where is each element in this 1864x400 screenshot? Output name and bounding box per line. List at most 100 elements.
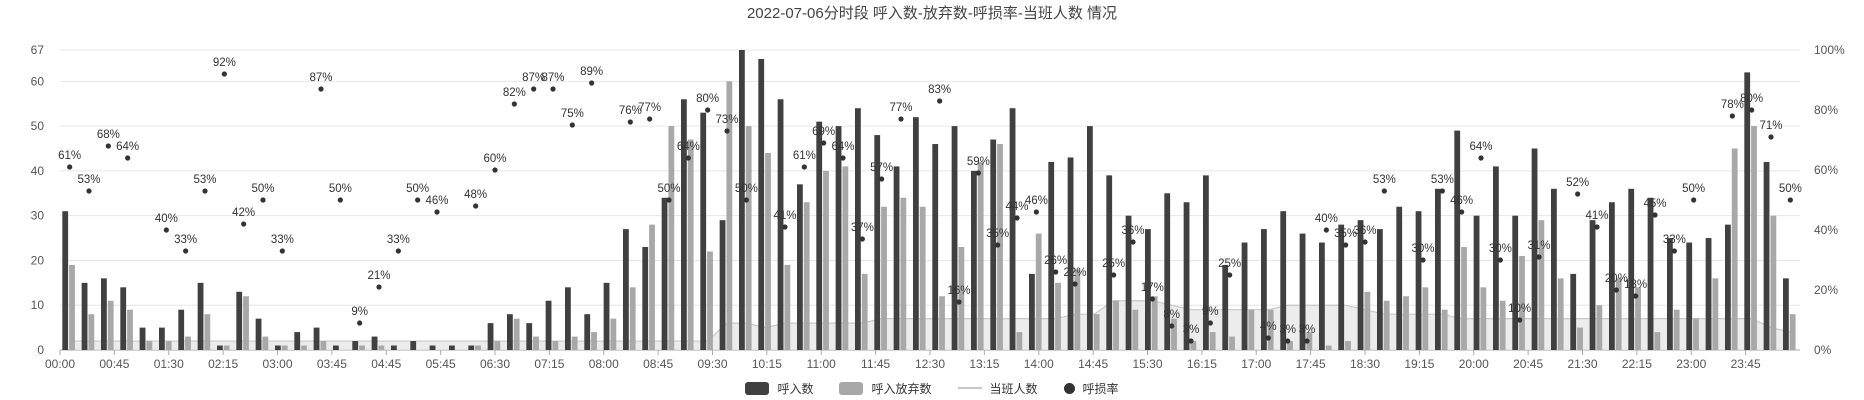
loss-rate-label: 41% xyxy=(773,210,796,222)
bar-calls xyxy=(777,99,784,351)
bar-calls xyxy=(1357,220,1364,350)
legend-item-loss-rate[interactable]: 呼损率 xyxy=(1063,380,1119,397)
chart-title: 2022-07-06分时段 呼入数-放弃数-呼损率-当班人数 情况 xyxy=(746,5,1118,22)
bar-abandoned xyxy=(1248,309,1255,350)
loss-rate-label: 46% xyxy=(1450,195,1473,207)
loss-rate-dot xyxy=(1691,197,1697,203)
bar-calls xyxy=(951,126,958,350)
bar-abandoned xyxy=(687,139,694,350)
bar-calls xyxy=(313,327,320,350)
bar-abandoned xyxy=(301,345,307,350)
loss-rate-dot xyxy=(395,248,401,254)
loss-rate-label: 57% xyxy=(870,162,893,174)
loss-rate-label: 31% xyxy=(1527,240,1550,252)
bar-calls xyxy=(622,229,629,350)
loss-rate-label: 53% xyxy=(1373,174,1396,186)
loss-rate-label: 50% xyxy=(1779,183,1802,195)
bar-calls xyxy=(1512,215,1519,350)
loss-rate-label: 73% xyxy=(715,114,738,126)
loss-rate-dot xyxy=(821,140,827,146)
bar-calls xyxy=(1628,188,1635,350)
legend-label-loss-rate: 呼损率 xyxy=(1082,381,1119,396)
bar-abandoned xyxy=(803,202,810,350)
bar-calls xyxy=(100,278,107,350)
loss-rate-dot xyxy=(318,86,324,92)
y-right-tick-label: 60% xyxy=(1814,163,1838,177)
bar-abandoned xyxy=(513,318,520,350)
bar-calls xyxy=(294,332,301,350)
bar-calls xyxy=(1434,188,1441,350)
bar-abandoned xyxy=(494,341,501,350)
bar-abandoned xyxy=(533,336,539,350)
loss-rate-label: 52% xyxy=(1566,177,1589,189)
x-tick-label: 20:45 xyxy=(1513,357,1543,371)
legend-item-staff[interactable]: 当班人数 xyxy=(957,380,1038,397)
loss-rate-dot xyxy=(1459,209,1465,215)
loss-rate-label: 9% xyxy=(1202,306,1219,318)
bar-abandoned xyxy=(1789,314,1796,350)
loss-rate-dot xyxy=(1169,323,1175,329)
loss-rate-label: 8% xyxy=(1163,309,1180,321)
bar-abandoned xyxy=(1461,247,1467,350)
bar-calls xyxy=(1724,224,1731,350)
loss-rate-dot xyxy=(705,107,711,113)
bar-calls xyxy=(1647,197,1654,350)
loss-rate-dot xyxy=(415,197,421,203)
bar-calls xyxy=(564,287,571,350)
loss-rate-label: 87% xyxy=(541,72,564,84)
y-right-tick-label: 20% xyxy=(1814,283,1838,297)
loss-rate-label: 41% xyxy=(1585,210,1608,222)
bar-abandoned xyxy=(939,296,945,350)
loss-rate-label: 3% xyxy=(1183,324,1200,336)
loss-rate-label: 69% xyxy=(812,126,835,138)
loss-rate-dot xyxy=(879,176,885,182)
loss-rate-dot xyxy=(241,221,247,227)
bar-abandoned xyxy=(1171,318,1177,350)
bar-abandoned xyxy=(165,341,172,350)
bar-calls xyxy=(410,341,417,350)
loss-rate-label: 10% xyxy=(1508,303,1531,315)
legend-item-abandoned[interactable]: 呼入放弃数 xyxy=(839,380,932,397)
legend-swatch-loss-rate xyxy=(1063,382,1075,394)
loss-rate-dot xyxy=(1304,338,1310,344)
loss-rate-label: 36% xyxy=(1353,225,1376,237)
loss-rate-dot xyxy=(1749,107,1755,113)
loss-rate-label: 33% xyxy=(1663,234,1686,246)
loss-rate-dot xyxy=(86,188,92,194)
bar-abandoned xyxy=(1113,300,1119,350)
bar-calls xyxy=(1763,161,1770,350)
bar-abandoned xyxy=(1693,318,1699,350)
loss-rate-label: 77% xyxy=(638,102,661,114)
bar-abandoned xyxy=(223,345,230,350)
loss-rate-dot xyxy=(279,248,285,254)
loss-rate-label: 53% xyxy=(193,174,216,186)
bar-calls xyxy=(390,345,397,350)
loss-rate-label: 40% xyxy=(1315,213,1338,225)
bar-abandoned xyxy=(1635,287,1641,350)
bar-calls xyxy=(429,345,436,350)
bar-abandoned xyxy=(765,152,771,350)
y-left-tick-label: 60 xyxy=(31,74,45,88)
x-tick-label: 01:30 xyxy=(154,357,184,371)
loss-rate-label: 82% xyxy=(503,87,526,99)
loss-rate-dot xyxy=(473,203,479,209)
loss-rate-label: 22% xyxy=(1063,267,1086,279)
loss-rate-label: 50% xyxy=(657,183,680,195)
bar-calls xyxy=(816,121,823,351)
bar-abandoned xyxy=(842,166,849,350)
bar-abandoned xyxy=(610,318,617,350)
bar-abandoned xyxy=(571,336,578,350)
loss-rate-dot xyxy=(685,155,691,161)
x-tick-label: 11:45 xyxy=(861,357,890,371)
loss-rate-dot xyxy=(202,188,208,194)
loss-rate-dot xyxy=(1362,239,1368,245)
legend-item-calls[interactable]: 呼入数 xyxy=(745,380,813,397)
x-tick-label: 14:00 xyxy=(1024,357,1054,371)
bar-calls xyxy=(1570,273,1577,350)
bar-calls xyxy=(1473,215,1480,350)
loss-rate-label: 46% xyxy=(425,195,448,207)
loss-rate-label: 17% xyxy=(1141,282,1164,294)
loss-rate-dot xyxy=(1285,338,1291,344)
bar-abandoned xyxy=(1074,269,1081,350)
bar-abandoned xyxy=(1712,278,1719,350)
